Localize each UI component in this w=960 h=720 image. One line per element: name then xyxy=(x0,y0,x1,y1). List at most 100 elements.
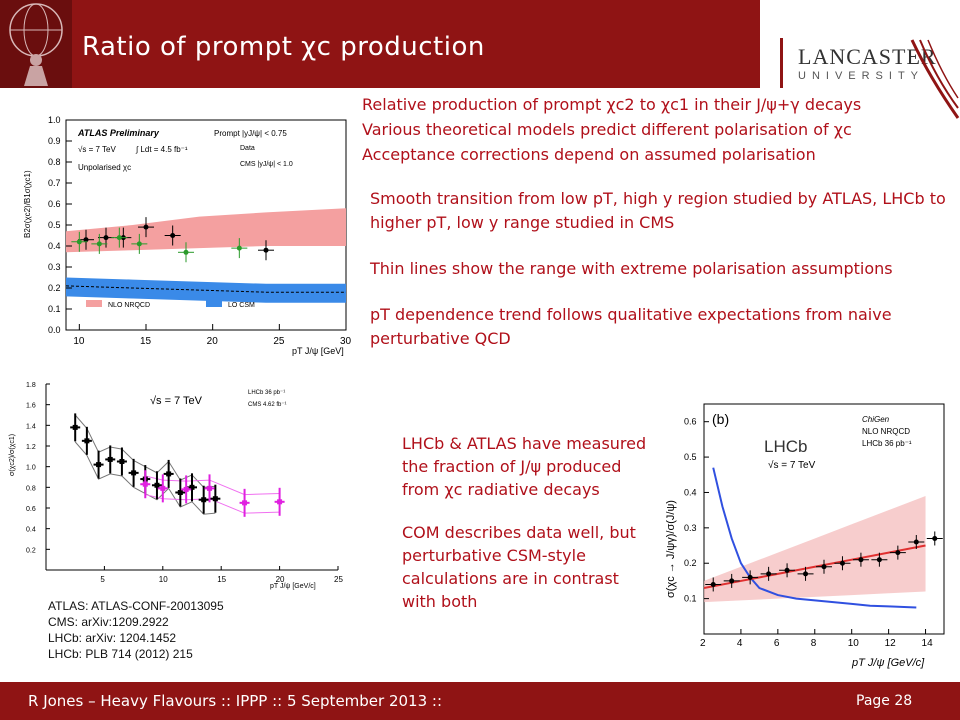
logo-bar xyxy=(780,38,783,88)
y-tick-label: 1.0 xyxy=(26,465,36,472)
lo-legend: LO CSM xyxy=(228,302,255,309)
data-point xyxy=(189,484,195,490)
y-tick-label: 0.5 xyxy=(684,452,697,462)
legend-swatch xyxy=(86,300,102,307)
paragraphs-lower: LHCb & ATLAS have measured the fraction … xyxy=(402,432,652,633)
y-tick-label: 0.4 xyxy=(684,487,697,497)
slide-title: Ratio of prompt χc production xyxy=(82,32,485,62)
y-axis-label: σ(χc2)/σ(χc1) xyxy=(9,434,16,476)
data-point xyxy=(729,578,735,584)
x-axis-label: pT J/ψ [GeV] xyxy=(292,346,344,356)
x-axis-label: pT J/ψ [GeV/c] xyxy=(270,583,316,590)
data-point xyxy=(183,486,189,492)
prompt-label: Prompt |yJ/ψ| < 0.75 xyxy=(214,129,287,138)
data-point xyxy=(236,245,242,251)
chigen-line xyxy=(712,467,917,609)
y-tick-label: 1.4 xyxy=(26,423,36,430)
nlo-legend: NLO NRQCD xyxy=(108,302,150,309)
paragraph: Smooth transition from low pT, high y re… xyxy=(370,189,946,232)
data-point xyxy=(96,241,102,247)
nrqcd-band xyxy=(704,496,926,603)
paragraphs-mid: Smooth transition from low pT, high y re… xyxy=(370,187,950,373)
sqrt-s-label: √s = 7 TeV xyxy=(768,459,816,471)
data-point xyxy=(803,571,809,577)
nrqcd-band-area xyxy=(704,496,926,603)
x-tick-label: 10 xyxy=(848,638,860,649)
data-point xyxy=(107,456,113,462)
data-point xyxy=(96,462,102,468)
slide-header: Ratio of prompt χc production xyxy=(0,0,760,88)
paragraph: Thin lines show the range with extreme p… xyxy=(370,259,893,278)
axis-ticks: 5 10 15 20 25 0.2 0.4 0.6 0.8 1.0 1.2 1.4 1.6 1.8 xyxy=(26,382,343,584)
panel-label: (b) xyxy=(712,411,729,427)
data-point xyxy=(116,235,122,241)
x-tick-label: 15 xyxy=(140,336,152,347)
y-tick-label: 1.2 xyxy=(26,444,36,451)
y-tick-label: 0.2 xyxy=(26,547,36,554)
plot-background xyxy=(0,356,380,674)
data-point xyxy=(858,557,864,563)
y-tick-label: 0.6 xyxy=(26,506,36,513)
data-point xyxy=(895,550,901,556)
data-point xyxy=(131,470,137,476)
unpol-label: Unpolarised χc xyxy=(78,163,131,172)
x-tick-label: 2 xyxy=(700,638,706,649)
fraction-chart: 2 4 6 8 10 12 14 0.1 0.2 0.3 0.4 0.5 0.6 (b) LHCb √s… xyxy=(656,388,960,680)
y-tick-label: 0.9 xyxy=(48,136,61,146)
data-point xyxy=(142,481,148,487)
data-points xyxy=(71,217,274,263)
y-tick-label: 0.3 xyxy=(48,262,61,272)
data-point xyxy=(72,424,78,430)
y-tick-label: 0.7 xyxy=(48,178,61,188)
x-tick-label: 6 xyxy=(774,638,780,649)
data-point xyxy=(932,535,938,541)
x-tick-label: 5 xyxy=(100,575,105,584)
x-tick-label: 10 xyxy=(73,336,85,347)
bullet-text: Acceptance corrections depend on assumed… xyxy=(362,145,816,164)
data-point xyxy=(710,581,716,587)
x-tick-label: 4 xyxy=(737,638,743,649)
x-tick-label: 12 xyxy=(885,638,897,649)
axis-ticks: 2 4 6 8 10 12 14 0.1 0.2 0.3 0.4 0.5 0.6 xyxy=(684,417,933,649)
bullet-text: Various theoretical models predict diffe… xyxy=(362,120,852,139)
reference: CMS: arXiv:1209.2922 xyxy=(48,615,169,629)
cms-lower-line xyxy=(145,494,280,514)
bullet-text: Relative production of prompt χc2 to χc1… xyxy=(362,95,862,114)
x-tick-label: 8 xyxy=(811,638,817,649)
y-tick-label: 0.6 xyxy=(684,417,697,427)
references: ATLAS: ATLAS-CONF-20013095 CMS: arXiv:12… xyxy=(48,598,224,662)
data-point xyxy=(76,239,82,245)
logo-sub: UNIVERSITY xyxy=(798,70,925,82)
data-point xyxy=(784,567,790,573)
chigen-legend: ChiGen xyxy=(862,415,890,424)
x-tick-label: 20 xyxy=(207,336,219,347)
y-tick-label: 0.6 xyxy=(48,199,61,209)
chart-title: LHCb xyxy=(764,437,807,456)
y-tick-label: 0.1 xyxy=(48,304,61,314)
nlo-band-area xyxy=(66,208,346,253)
atlas-logo xyxy=(0,0,72,88)
x-tick-label: 15 xyxy=(217,575,226,584)
paragraph: LHCb & ATLAS have measured the fraction … xyxy=(402,434,647,499)
y-axis-label: B2σ(χc2)/B1σ(χc1) xyxy=(23,170,32,238)
data-point xyxy=(876,557,882,563)
data-point xyxy=(177,490,183,495)
y-tick-label: 0.5 xyxy=(48,220,61,230)
plot-frame xyxy=(703,403,945,635)
data-point xyxy=(747,574,753,580)
page-number: Page 28 xyxy=(856,693,913,709)
cms-upper-line xyxy=(145,475,280,496)
lumi-label: ∫ Ldt = 4.5 fb⁻¹ xyxy=(135,145,188,154)
y-tick-label: 0.2 xyxy=(48,283,61,293)
y-tick-label: 1.8 xyxy=(26,382,36,389)
data-point xyxy=(821,564,827,570)
y-tick-label: 0.8 xyxy=(26,485,36,492)
atlas-figure-icon xyxy=(9,3,63,86)
data-legend: Data xyxy=(240,145,255,152)
y-tick-label: 0.0 xyxy=(48,325,61,335)
lancaster-logo: LANCASTER UNIVERSITY xyxy=(780,10,960,120)
x-tick-label: 25 xyxy=(334,575,343,584)
data-point xyxy=(83,237,89,243)
data-point xyxy=(277,499,283,505)
y-tick-label: 0.4 xyxy=(26,527,36,534)
